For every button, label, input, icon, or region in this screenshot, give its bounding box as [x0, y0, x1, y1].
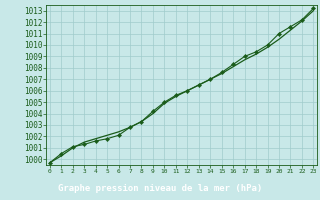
Text: Graphe pression niveau de la mer (hPa): Graphe pression niveau de la mer (hPa) [58, 184, 262, 193]
